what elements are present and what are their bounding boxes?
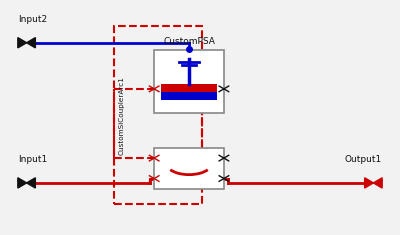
Polygon shape bbox=[18, 38, 27, 48]
Text: Output1: Output1 bbox=[345, 155, 382, 164]
Polygon shape bbox=[27, 178, 35, 188]
Bar bbox=[161, 84, 217, 92]
Polygon shape bbox=[27, 38, 35, 48]
Bar bbox=[154, 50, 224, 113]
Text: CustomSiCouplerArc1: CustomSiCouplerArc1 bbox=[118, 76, 124, 155]
Bar bbox=[114, 26, 202, 204]
Text: CustomPSA: CustomPSA bbox=[163, 37, 215, 46]
Text: Input1: Input1 bbox=[18, 155, 47, 164]
Polygon shape bbox=[373, 178, 382, 188]
Polygon shape bbox=[18, 178, 27, 188]
Polygon shape bbox=[365, 178, 373, 188]
Bar bbox=[161, 84, 217, 100]
Bar bbox=[154, 148, 224, 189]
Text: Input2: Input2 bbox=[18, 15, 47, 24]
